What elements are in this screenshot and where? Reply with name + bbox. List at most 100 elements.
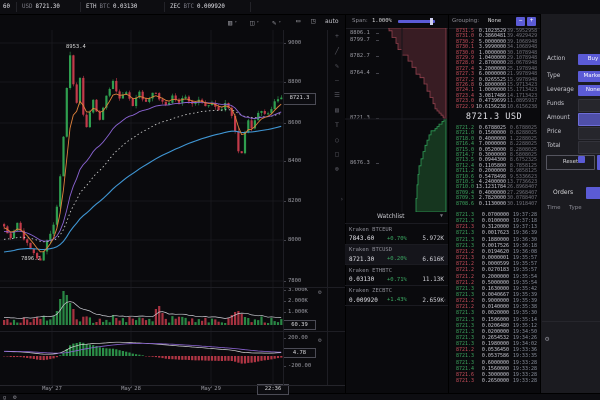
collapse-chevron-left[interactable]: › (340, 196, 344, 203)
ask-row[interactable]: 8731.5 0.1023529 39.5952958 (448, 28, 540, 34)
draw-tool-1-icon[interactable]: ╱ (335, 46, 339, 55)
ask-row[interactable]: 8728.0 2.8700000 28.0678948 (448, 60, 540, 66)
depth-chart-canvas[interactable] (345, 28, 448, 212)
auto-scale-button[interactable]: auto (325, 18, 339, 25)
tr-t: 19:36:30 (512, 236, 537, 243)
bid-row[interactable]: 8708.6 0.1130000 30.1918407 (448, 201, 540, 207)
bid-row[interactable]: 8716.4 7.0000000 8.2288025 (448, 141, 540, 147)
ob-a: 0.0520000 (478, 146, 506, 153)
chart-type-icon[interactable]: ▥ ▾ (228, 19, 238, 27)
ob-t: 8.5808025 (509, 152, 537, 158)
ob-p: 8709.3 (455, 195, 474, 202)
tr-t: 19:33:28 (512, 378, 537, 385)
grouping-increase-button[interactable]: + (527, 16, 536, 26)
ask-row[interactable]: 8726.8 0.8000000 15.9713423 (448, 82, 540, 88)
submit-button[interactable] (597, 155, 600, 170)
low-price-annotation: 7896.2 (21, 256, 41, 262)
ticker-item[interactable]: ETH BTC 0.03130 (86, 0, 137, 14)
draw-tool-0-icon[interactable]: + (335, 32, 339, 40)
ticker-item[interactable]: ZEC BTC 0.009920 (170, 0, 225, 14)
filter-icon[interactable]: ▼ (439, 213, 443, 219)
funds-field[interactable] (578, 99, 600, 112)
bid-row[interactable]: 8712.4 0.1105800 8.7858125 (448, 163, 540, 169)
watchlist-price: 0.03130 (349, 276, 375, 283)
watchlist-row[interactable]: Kraken ZECBTC 0.009920 +1.43% 2.659K (345, 284, 448, 307)
tr-t: 19:36:08 (512, 248, 537, 255)
draw-tool-icon[interactable]: ✎ ▾ (272, 19, 282, 27)
bid-row[interactable]: 8710.5 4.2400000 13.7736623 (448, 179, 540, 185)
depth-price-tick (376, 73, 379, 74)
ask-row[interactable]: 8723.4 3.0817486 14.1713423 (448, 92, 540, 99)
ob-t: 39.4929429 (507, 33, 538, 40)
volume-settings-gear-icon[interactable]: ⚙ (318, 289, 322, 296)
tr-a: 0.0017526 (481, 242, 509, 249)
bid-row[interactable]: 8710.6 0.5478498 9.5336623 (448, 174, 540, 180)
draw-tool-9-icon[interactable]: ⊗ (335, 165, 339, 174)
bid-row[interactable]: 8710.0 13.1231784 26.8968407 (448, 184, 540, 190)
trade-row: 8721.3 0.0020000 19:35:30 (448, 310, 540, 316)
ask-row[interactable]: 8722.9 10.6156238 10.6156238 (448, 104, 540, 110)
bid-row[interactable]: 8713.5 0.0944300 8.6752325 (448, 157, 540, 163)
trade-row: 8721.3 0.0206480 19:35:12 (448, 323, 540, 329)
orders-settings-gear-icon[interactable]: ⚙ (545, 335, 550, 343)
settings-gear-icon[interactable]: ⚙ (13, 394, 17, 400)
draw-tool-3-icon[interactable]: ― (335, 76, 339, 85)
interval-icon[interactable]: ◫ ▾ (250, 19, 260, 27)
watchlist-row[interactable]: Kraken BTCUSD 8721.30 +0.20% 6.616K (345, 243, 448, 265)
margin-checkbox[interactable] (578, 156, 585, 163)
bid-row[interactable]: 8709.3 2.7820000 30.0788407 (448, 195, 540, 202)
ticker-item[interactable]: USD 8721.30 (22, 0, 60, 14)
ticker-quote: BTC (183, 4, 194, 10)
bid-row[interactable]: 8709.4 0.4000000 27.2968407 (448, 190, 540, 196)
orders-tab[interactable]: Orders (553, 189, 574, 196)
span-slider[interactable] (398, 20, 435, 23)
macd-settings-gear-icon[interactable]: ⚙ (318, 337, 322, 344)
draw-tool-2-icon[interactable]: ✎ (335, 61, 339, 70)
tr-a: 0.0537586 (481, 353, 509, 360)
draw-tool-4-icon[interactable]: ☰ (334, 91, 340, 100)
draw-tool-8-icon[interactable]: □ (335, 150, 339, 159)
ask-row[interactable]: 8730.2 5.0000000 39.1068948 (448, 39, 540, 45)
draw-tool-7-icon[interactable]: ○ (335, 135, 339, 144)
type-select[interactable]: Market (578, 71, 600, 82)
bid-row[interactable]: 8711.2 0.2000000 8.9858125 (448, 168, 540, 174)
grouping-decrease-button[interactable]: − (516, 16, 525, 26)
watchlist-row[interactable]: Kraken ETHBTC 0.03130 +0.71% 11.13K (345, 264, 448, 286)
price-field[interactable] (578, 127, 600, 140)
bid-row[interactable]: 8715.0 0.0520000 8.2808025 (448, 146, 540, 153)
ask-row[interactable]: 8723.0 0.4739699 11.0895937 (448, 98, 540, 104)
bid-row[interactable]: 8721.0 0.1500000 0.8288025 (448, 130, 540, 136)
ask-row[interactable]: 8730.0 1.0000000 30.1078948 (448, 50, 540, 56)
volume-axis-label-tick (283, 301, 286, 302)
ask-row[interactable]: 8727.4 3.2000000 25.1978948 (448, 66, 540, 72)
annotation-icon[interactable]: ▭ (296, 17, 301, 25)
bid-row[interactable]: 8718.0 0.4000000 1.2288025 (448, 136, 540, 142)
amount-field[interactable] (578, 113, 600, 126)
total-field[interactable] (578, 141, 600, 154)
span-slider-knob[interactable] (430, 18, 433, 25)
leverage-select[interactable]: None (578, 85, 600, 96)
bid-row[interactable]: 8721.2 0.6788025 0.6788025 (448, 125, 540, 131)
reset-button[interactable]: Reset (546, 155, 595, 170)
collapse-chevron-right[interactable]: ‹ (443, 297, 447, 304)
action-select[interactable]: Buy (578, 54, 600, 65)
ask-row[interactable]: 8730.1 3.9990000 34.1068948 (448, 44, 540, 50)
ask-row[interactable]: 8727.2 0.0265525 15.9978948 (448, 76, 540, 83)
ask-row[interactable]: 8727.3 6.0000000 21.9978948 (448, 71, 540, 78)
fullscreen-icon[interactable]: ◳ (311, 17, 316, 25)
draw-tool-6-icon[interactable]: T (335, 120, 339, 129)
ob-t: 39.5952958 (507, 28, 538, 34)
ask-row[interactable]: 8724.1 1.0000000 15.1713423 (448, 87, 540, 93)
draw-tool-5-icon[interactable]: ▨ (335, 106, 339, 114)
ask-row[interactable]: 8729.9 1.0400000 29.1078948 (448, 55, 540, 61)
watchlist-row[interactable]: Kraken BTCEUR 7843.60 +0.70% 5.972K (345, 223, 448, 245)
price-chart-canvas[interactable] (0, 29, 345, 386)
ask-row[interactable]: 8731.0 0.3860481 39.4929429 (448, 33, 540, 40)
orders-action-button[interactable] (586, 187, 600, 199)
ob-t: 15.9978948 (507, 76, 538, 83)
bid-row[interactable]: 8714.7 0.3000000 8.5808025 (448, 152, 540, 158)
ob-a: 3.0817486 (478, 92, 506, 99)
ob-t: 21.9978948 (507, 71, 538, 78)
grouping-value: None (488, 18, 502, 24)
